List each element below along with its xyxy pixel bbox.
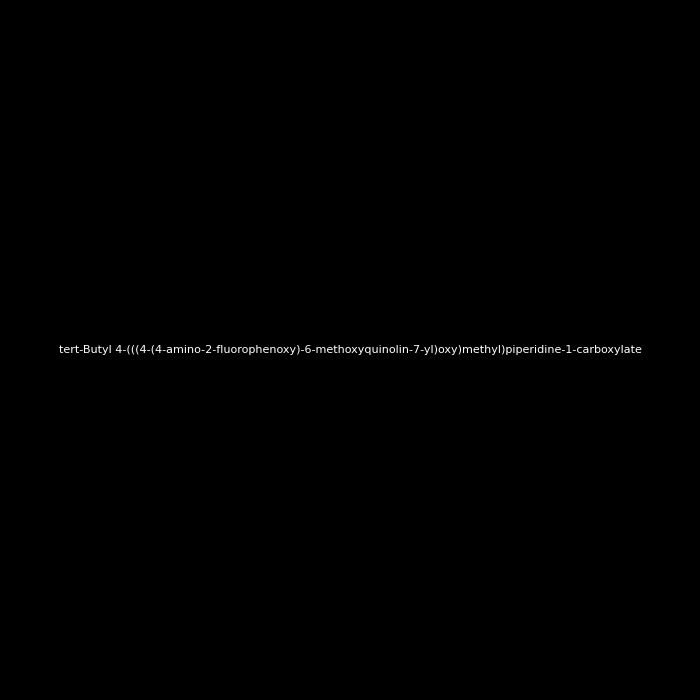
Text: tert-Butyl 4-(((4-(4-amino-2-fluorophenoxy)-6-methoxyquinolin-7-yl)oxy)methyl)pi: tert-Butyl 4-(((4-(4-amino-2-fluoropheno… — [59, 345, 641, 355]
